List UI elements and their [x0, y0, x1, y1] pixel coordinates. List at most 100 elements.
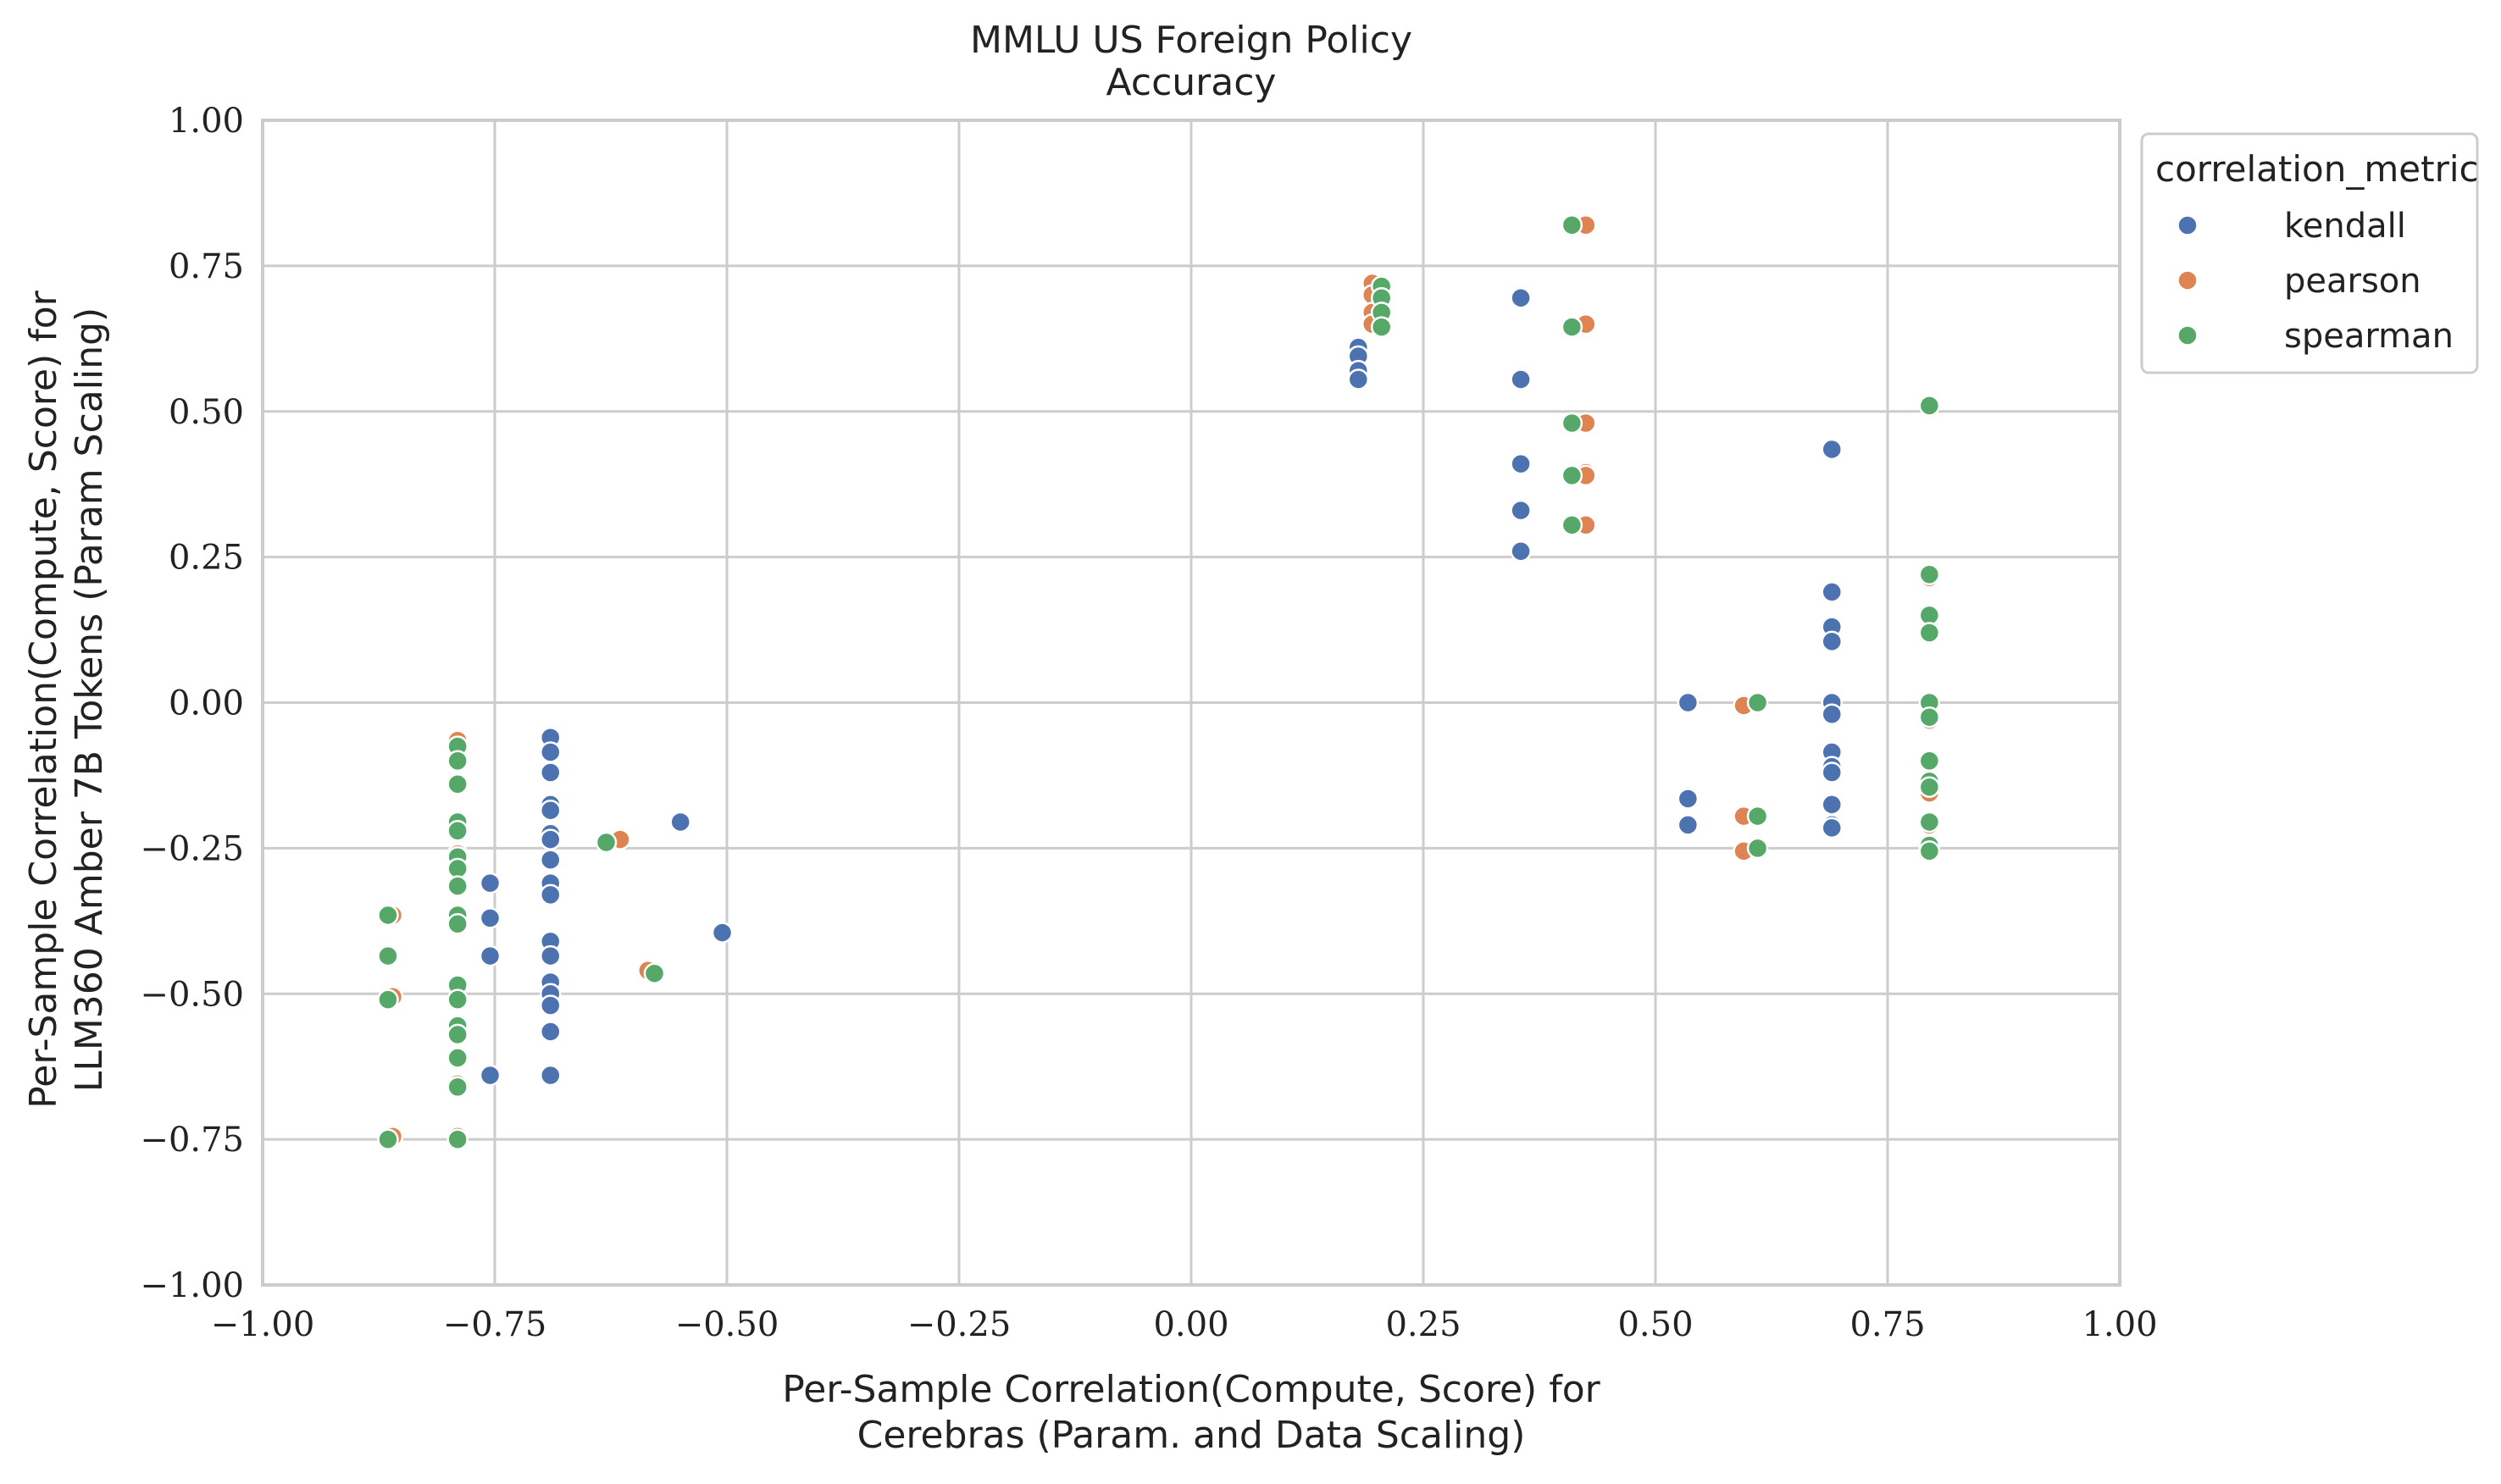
y-axis-label: Per-Sample Correlation(Compute, Score) f…: [22, 290, 65, 1108]
x-tick-label: −1.00: [211, 1305, 315, 1344]
point-kendall: [1677, 691, 1700, 714]
point-kendall: [1821, 817, 1843, 839]
y-axis-label-line2: LLM360 Amber 7B Tokens (Param Scaling): [68, 307, 111, 1092]
legend: correlation_metric kendall pearson spearma…: [2140, 132, 2479, 374]
point-spearman: [446, 1023, 469, 1046]
y-axis-label-2: LLM360 Amber 7B Tokens (Param Scaling): [68, 307, 111, 1092]
point-spearman: [1918, 706, 1941, 728]
point-spearman: [1918, 840, 1941, 862]
point-kendall: [479, 907, 502, 929]
point-spearman: [446, 1128, 469, 1150]
point-spearman: [446, 988, 469, 1011]
y-tick-label: 0.75: [169, 247, 244, 286]
point-kendall: [1510, 286, 1532, 309]
point-spearman: [446, 820, 469, 842]
point-spearman: [377, 1128, 399, 1150]
tick-labels: −1.00 −0.75 −0.50 −0.25 0.00 0.25 0.50 0.75 1.00…: [140, 102, 2157, 1344]
point-spearman: [1918, 811, 1941, 833]
plot-area-frame: [261, 119, 2121, 1287]
y-tick-label: 0.00: [169, 684, 244, 723]
x-tick-label: −0.25: [907, 1305, 1012, 1344]
legend-marker-pearson: [2177, 269, 2199, 291]
point-spearman: [1561, 412, 1583, 435]
point-spearman: [1561, 214, 1583, 236]
x-axis-label-line1: Per-Sample Correlation(Compute, Score) f…: [782, 1368, 1600, 1411]
point-spearman: [1561, 464, 1583, 487]
point-spearman: [595, 831, 618, 854]
point-kendall: [1510, 452, 1532, 475]
x-tick-label: 0.00: [1153, 1305, 1228, 1344]
y-tick-label: −0.25: [140, 829, 244, 868]
point-spearman: [446, 773, 469, 795]
chart-title-line2: Accuracy: [1106, 61, 1277, 104]
x-tick-label: 0.25: [1385, 1305, 1461, 1344]
point-kendall: [1821, 581, 1843, 603]
series-spearman: [377, 214, 1941, 1150]
x-tick-label: −0.75: [443, 1305, 547, 1344]
legend-label-spearman: spearman: [2284, 317, 2454, 356]
x-tick-label: 1.00: [2082, 1305, 2157, 1344]
y-tick-label: −0.50: [140, 975, 244, 1014]
point-kendall: [540, 883, 562, 906]
point-kendall: [540, 1064, 562, 1087]
point-kendall: [540, 1021, 562, 1043]
series-kendall: [479, 286, 1843, 1087]
point-kendall: [540, 761, 562, 784]
legend-label-pearson: pearson: [2284, 262, 2421, 301]
point-kendall: [1821, 761, 1843, 784]
y-tick-label: 0.25: [169, 539, 244, 578]
legend-items: kendall pearson spearman: [2177, 207, 2454, 356]
point-kendall: [1677, 814, 1700, 836]
point-kendall: [479, 944, 502, 967]
point-kendall: [540, 944, 562, 967]
point-kendall: [669, 811, 691, 833]
point-kendall: [1821, 438, 1843, 461]
point-spearman: [1370, 316, 1393, 338]
point-kendall: [479, 1064, 502, 1087]
legend-marker-kendall: [2177, 214, 2199, 236]
x-tick-label: −0.50: [675, 1305, 779, 1344]
point-spearman: [1561, 514, 1583, 536]
point-spearman: [1746, 805, 1769, 828]
y-tick-label: −1.00: [140, 1266, 244, 1305]
point-spearman: [1561, 316, 1583, 338]
chart-title-line1: MMLU US Foreign Policy: [970, 19, 1412, 62]
point-spearman: [446, 1076, 469, 1098]
point-kendall: [540, 799, 562, 822]
legend-box: [2140, 132, 2479, 374]
x-tick-label: 0.50: [1617, 1305, 1693, 1344]
point-kendall: [1510, 499, 1532, 522]
point-spearman: [1746, 691, 1769, 714]
point-kendall: [540, 741, 562, 763]
point-kendall: [479, 872, 502, 894]
point-kendall: [711, 922, 734, 944]
point-kendall: [1510, 368, 1532, 390]
point-spearman: [1918, 563, 1941, 585]
legend-title: correlation_metric: [2155, 148, 2479, 190]
point-kendall: [1510, 540, 1532, 562]
y-tick-label: 0.50: [169, 393, 244, 432]
y-axis-label-line1: Per-Sample Correlation(Compute, Score) f…: [22, 290, 65, 1108]
y-tick-label: 1.00: [169, 102, 244, 141]
point-kendall: [1347, 368, 1370, 390]
point-spearman: [643, 962, 666, 984]
x-tick-label: 0.75: [1849, 1305, 1925, 1344]
point-spearman: [1918, 622, 1941, 644]
y-tick-label: −0.75: [140, 1121, 244, 1160]
point-spearman: [446, 875, 469, 897]
point-spearman: [1918, 750, 1941, 772]
point-kendall: [540, 849, 562, 871]
point-spearman: [1746, 837, 1769, 860]
point-spearman: [377, 944, 399, 967]
point-spearman: [1918, 395, 1941, 417]
point-spearman: [377, 988, 399, 1011]
point-kendall: [540, 994, 562, 1016]
point-spearman: [446, 750, 469, 772]
point-kendall: [540, 828, 562, 850]
legend-marker-spearman: [2177, 324, 2199, 346]
data-points: [377, 214, 1941, 1150]
point-kendall: [1821, 794, 1843, 816]
point-kendall: [1821, 630, 1843, 653]
